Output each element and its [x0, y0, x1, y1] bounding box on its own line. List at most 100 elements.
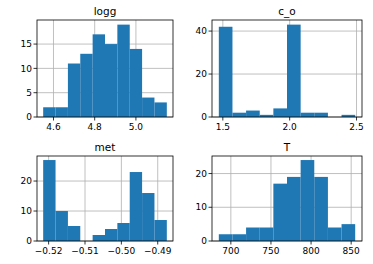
- bar: [56, 107, 68, 117]
- tick: [209, 117, 213, 118]
- title: c_o: [278, 5, 295, 18]
- grid-line: [37, 181, 173, 182]
- subplot: 4.64.85.0051015logg: [21, 5, 173, 132]
- bars: [43, 25, 167, 117]
- bar: [117, 223, 129, 241]
- tick-label: 10: [196, 202, 208, 212]
- frame: [212, 156, 362, 241]
- bars: [219, 25, 355, 117]
- tick: [121, 241, 122, 245]
- tick: [209, 74, 213, 75]
- bar: [142, 193, 154, 241]
- bar: [219, 234, 233, 241]
- tick-label: 4.8: [88, 122, 103, 132]
- tick: [209, 31, 213, 32]
- tick: [34, 117, 38, 118]
- tick-label: 0: [26, 236, 32, 246]
- tick-label: −0.50: [108, 246, 136, 256]
- bar: [273, 184, 287, 241]
- tick: [351, 241, 352, 245]
- tick-label: 0: [201, 236, 207, 246]
- bar: [342, 224, 356, 241]
- tick: [34, 211, 38, 212]
- bars: [43, 160, 167, 241]
- tick-label: 15: [21, 39, 32, 49]
- bar: [68, 64, 80, 117]
- tick: [53, 117, 54, 121]
- figure: 4.64.85.0051015logg1.52.02.502040c_o−0.5…: [0, 0, 373, 264]
- bar: [130, 172, 142, 241]
- tick-label: −0.49: [144, 246, 172, 256]
- grid-line: [212, 173, 362, 174]
- tick: [209, 207, 213, 208]
- bar: [105, 229, 117, 241]
- bar: [287, 177, 301, 241]
- bar: [219, 27, 233, 117]
- grid-line: [85, 156, 86, 241]
- tick-label: 5: [26, 88, 32, 98]
- tick: [222, 117, 223, 121]
- tick-label: 4.6: [46, 122, 61, 132]
- bar: [246, 228, 260, 241]
- bar: [68, 226, 80, 241]
- tick: [34, 241, 38, 242]
- tick: [289, 117, 290, 121]
- bar: [273, 108, 287, 117]
- tick-label: −0.52: [35, 246, 63, 256]
- tick: [34, 68, 38, 69]
- tick-label: 850: [343, 246, 360, 256]
- bar: [130, 49, 142, 117]
- tick: [209, 241, 213, 242]
- bar: [246, 111, 260, 117]
- tick: [34, 92, 38, 93]
- title: T: [283, 141, 291, 153]
- bar: [43, 160, 55, 241]
- tick-label: 40: [196, 26, 208, 36]
- subplot: −0.52−0.51−0.50−0.4901020met: [21, 141, 173, 256]
- bar: [117, 25, 129, 117]
- tick-label: 0: [201, 112, 207, 122]
- tick: [34, 44, 38, 45]
- bar: [154, 220, 166, 241]
- frame: [212, 20, 362, 117]
- background: [0, 0, 373, 264]
- bar: [80, 54, 92, 117]
- tick: [209, 173, 213, 174]
- title: met: [95, 141, 116, 153]
- bar: [93, 34, 105, 117]
- tick-label: 2.5: [349, 122, 363, 132]
- bar: [301, 113, 315, 117]
- bar: [105, 44, 117, 117]
- subplot: 1.5 2.0 2.5 0 20 40 c_o: [196, 5, 364, 132]
- tick-label: 20: [196, 69, 208, 79]
- tick-label: 700: [222, 246, 239, 256]
- tick-label: 750: [262, 246, 279, 256]
- tick: [230, 241, 231, 245]
- bar: [301, 160, 315, 241]
- tick-label: 0: [26, 112, 32, 122]
- tick-label: 2.0: [283, 122, 298, 132]
- title: logg: [94, 5, 117, 17]
- bar: [314, 177, 328, 241]
- tick-label: 1.5: [216, 122, 230, 132]
- bar: [43, 107, 55, 117]
- tick: [85, 241, 86, 245]
- tick: [356, 117, 357, 121]
- tick: [34, 181, 38, 182]
- bar: [232, 113, 246, 117]
- tick: [270, 241, 271, 245]
- bar: [142, 98, 154, 117]
- frame: [37, 156, 173, 241]
- tick: [48, 241, 49, 245]
- bar: [154, 102, 166, 117]
- bar: [93, 235, 105, 241]
- bar: [232, 234, 246, 241]
- grid-line: [230, 156, 231, 241]
- tick-label: 800: [302, 246, 319, 256]
- frame: [37, 20, 173, 117]
- bar: [260, 228, 274, 241]
- tick-label: 20: [196, 169, 208, 179]
- bar: [314, 113, 328, 117]
- bar: [287, 25, 301, 117]
- subplot: 700 750 800 850 0 10 20 T: [196, 141, 362, 256]
